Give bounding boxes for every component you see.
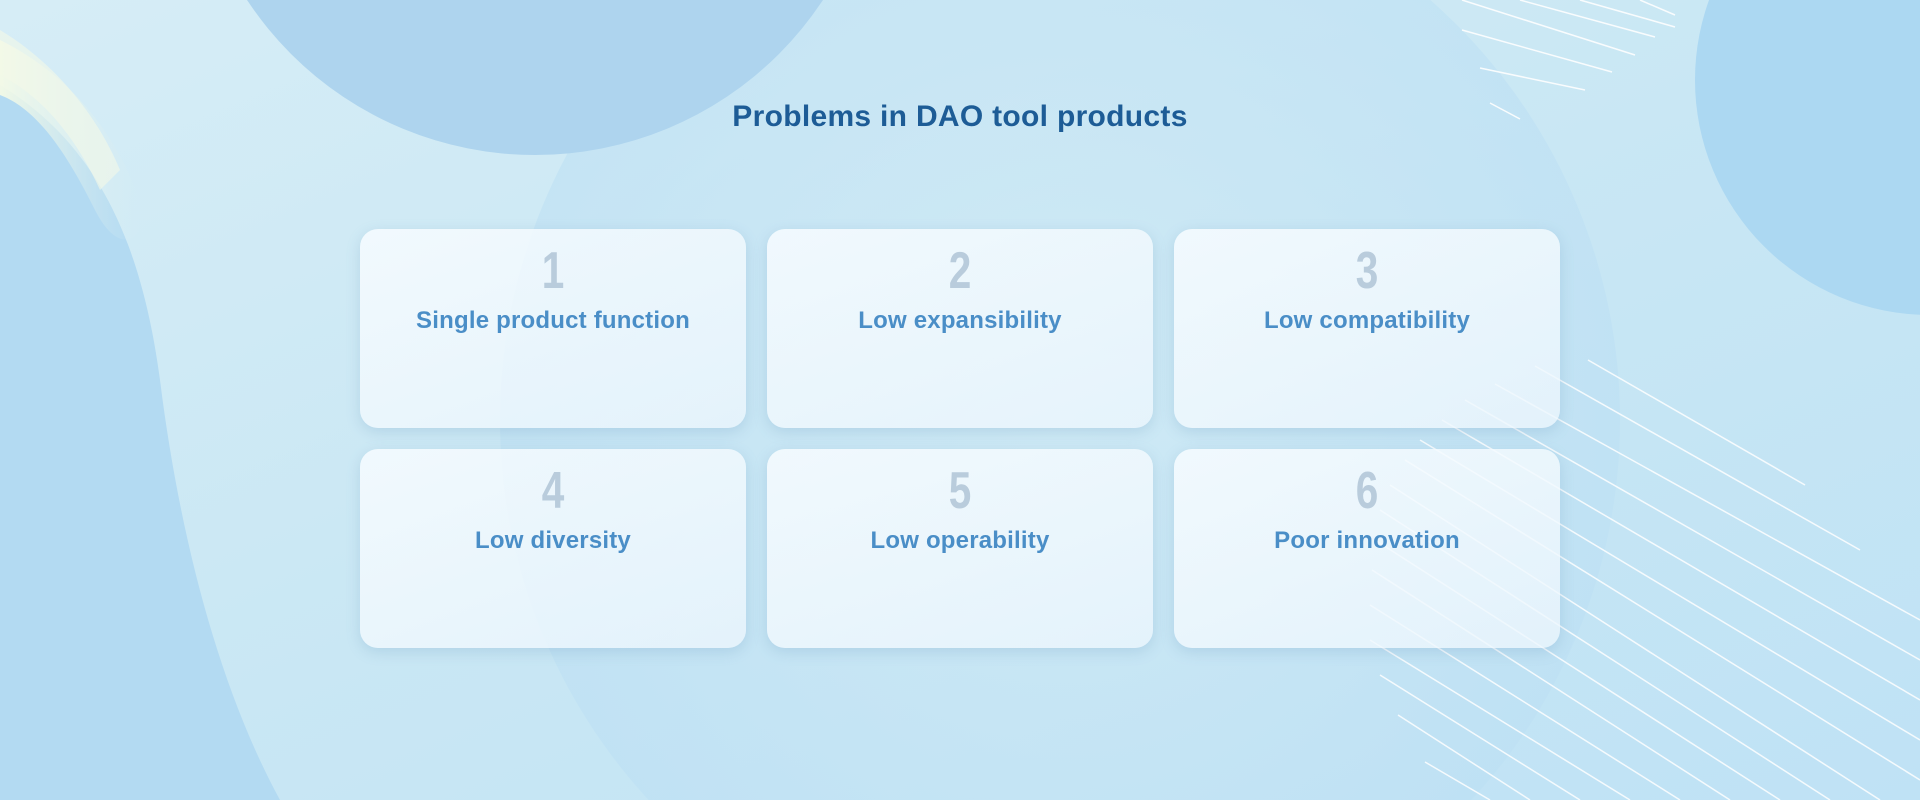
card-number: 5 xyxy=(948,462,972,520)
card-number: 4 xyxy=(541,462,565,520)
problem-card-5: 5 Low operability xyxy=(767,449,1153,648)
card-title: Low compatibility xyxy=(1263,307,1471,334)
card-number: 3 xyxy=(1355,242,1379,300)
problems-grid: 1 Single product function 2 Low expansib… xyxy=(360,229,1560,648)
card-title: Low operability xyxy=(870,527,1050,554)
problem-card-3: 3 Low compatibility xyxy=(1174,229,1560,428)
card-title: Poor innovation xyxy=(1274,527,1460,554)
card-number: 6 xyxy=(1355,462,1379,520)
card-title: Low expansibility xyxy=(858,307,1062,334)
problem-card-2: 2 Low expansibility xyxy=(767,229,1153,428)
problem-card-6: 6 Poor innovation xyxy=(1174,449,1560,648)
problem-card-4: 4 Low diversity xyxy=(360,449,746,648)
slide-title: Problems in DAO tool products xyxy=(732,100,1188,133)
card-title: Low diversity xyxy=(475,527,631,554)
card-number: 1 xyxy=(541,242,565,300)
problem-card-1: 1 Single product function xyxy=(360,229,746,428)
card-title: Single product function xyxy=(416,307,690,334)
card-number: 2 xyxy=(948,242,972,300)
